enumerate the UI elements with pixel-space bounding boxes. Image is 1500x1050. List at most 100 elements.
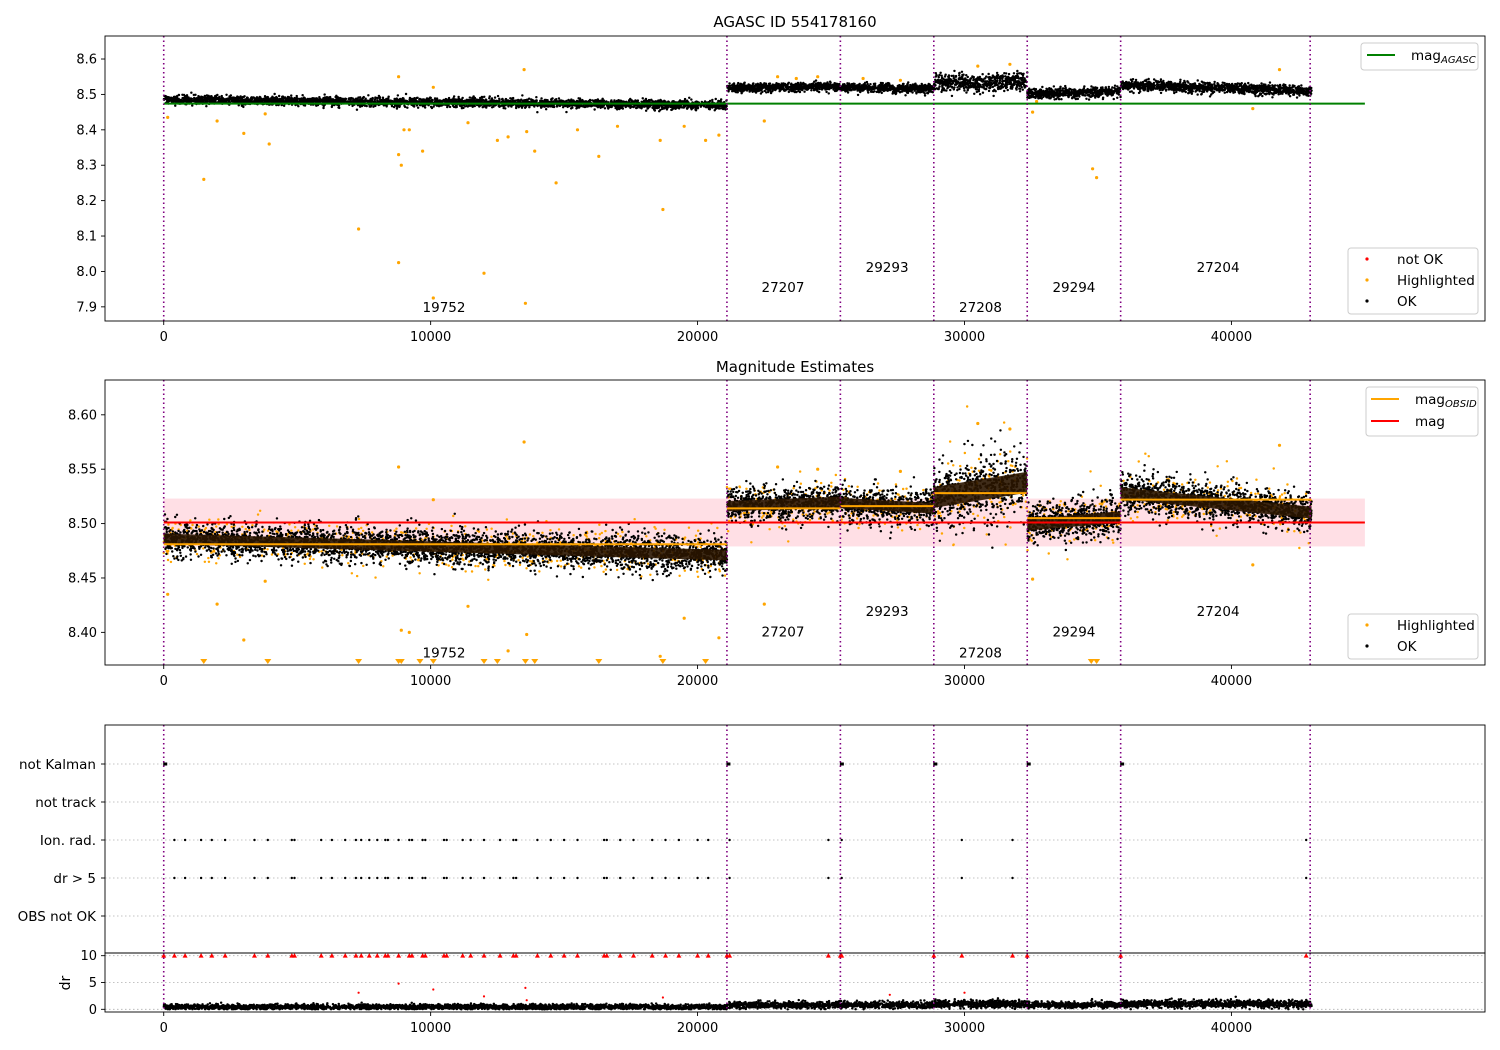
agasc-highlighted-point — [575, 128, 580, 132]
agasc-frame — [104, 35, 1486, 322]
agasc-reference-lines — [162, 36, 1365, 321]
dr-capped-marker — [182, 953, 188, 958]
agasc-ok-points — [725, 79, 842, 95]
dr-capped-marker — [396, 953, 402, 958]
ion-rad-marker — [445, 838, 448, 842]
dr-capped-marker — [837, 953, 843, 958]
ion-rad-marker — [461, 838, 464, 842]
dr-capped-marker — [209, 953, 215, 958]
dr-gt-5-marker — [421, 876, 424, 880]
agasc-highlighted-point — [682, 124, 686, 128]
flag-category-label: OBS not OK — [18, 909, 98, 925]
agasc-highlighted-point — [466, 121, 470, 125]
dr-gt-5-marker — [290, 876, 293, 880]
ion-rad-marker — [173, 838, 176, 842]
agasc-highlighted-point — [267, 142, 271, 146]
dr-capped-marker — [198, 953, 204, 958]
ion-rad-marker — [619, 838, 622, 842]
dr-gt-5-marker — [696, 876, 699, 880]
dr-capped-marker — [1303, 953, 1309, 958]
ion-rad-marker — [696, 838, 699, 842]
ion-rad-marker — [469, 838, 472, 842]
agasc-xtick-label: 0 — [160, 330, 168, 345]
agasc-highlighted-point — [506, 135, 510, 139]
estimate-ytick-label: 8.55 — [68, 463, 97, 478]
dr-panel: 0 10000 20000 30000 40000 0 5 10 dr — [58, 949, 1486, 1036]
dr-gt-5-marker — [482, 876, 486, 880]
dr-gt-5-marker — [728, 876, 731, 880]
ion-rad-marker — [320, 838, 323, 842]
estimate-xtick-label: 40000 — [1211, 674, 1252, 689]
dr-outlier-point — [661, 996, 665, 999]
below-range-marker — [416, 659, 424, 664]
estimate-xtick-label: 30000 — [944, 674, 985, 689]
agasc-highlighted-point — [431, 296, 435, 300]
below-range-marker — [200, 659, 208, 664]
dr-outlier-point — [482, 995, 486, 998]
ion-rad-marker — [397, 838, 400, 842]
estimate-core — [163, 533, 727, 561]
dr-outlier-point — [432, 988, 435, 991]
obsid-label: 27204 — [1197, 260, 1240, 276]
status-legend: not OK Highlighted OK — [1347, 247, 1479, 315]
dr-gt-5-marker — [512, 876, 515, 880]
dr-capped-marker — [265, 953, 271, 958]
obsid-label: 27208 — [959, 300, 1002, 316]
dr-capped-marker — [385, 953, 391, 958]
estimate-highlighted-point — [682, 616, 686, 620]
dr-axes: 0 10000 20000 30000 40000 0 5 10 — [80, 949, 1486, 1036]
highlight-legend-swatch — [1365, 644, 1369, 648]
estimate-highlighted-point — [1251, 563, 1255, 567]
dr-capped-marker — [825, 953, 831, 958]
below-range-marker — [521, 659, 529, 664]
dr-gt-5-marker — [330, 876, 334, 880]
dr-capped-marker — [422, 953, 428, 958]
dr-data-points — [161, 953, 1313, 1012]
dr-gt-5-marker — [360, 876, 363, 880]
agasc-highlighted-point — [242, 131, 246, 135]
dr-gt-5-marker — [549, 876, 552, 880]
dr-gt-5-marker — [266, 876, 269, 880]
obsid-label: 27207 — [762, 625, 805, 641]
ion-rad-marker — [290, 838, 293, 842]
agasc-highlighted-point — [1008, 62, 1012, 66]
dr-ok-points — [839, 999, 935, 1011]
dr-gt-5-marker — [602, 876, 606, 880]
ion-rad-marker — [632, 838, 635, 842]
dr-capped-marker — [604, 953, 610, 958]
estimate-ytick-label: 8.50 — [68, 517, 97, 532]
agasc-highlighted-point — [1031, 110, 1035, 114]
ion-rad-marker — [368, 838, 371, 842]
not-kalman-marker — [1120, 762, 1125, 766]
agasc-highlighted-point — [816, 75, 820, 79]
dr-gt-5-marker — [354, 876, 358, 880]
agasc-xtick-label: 20000 — [677, 330, 718, 345]
agasc-highlighted-point — [421, 149, 425, 153]
dr-gt-5-marker — [293, 876, 296, 880]
dr-capped-marker — [534, 953, 540, 958]
estimate-xtick-label: 20000 — [677, 674, 718, 689]
agasc-highlighted-point — [1277, 68, 1282, 72]
ion-rad-marker — [512, 838, 515, 842]
agasc-highlighted-point — [397, 261, 401, 265]
ion-rad-marker — [482, 838, 486, 842]
obsid-label: 19752 — [423, 300, 466, 316]
estimate-highlighted-point — [762, 602, 766, 606]
not-kalman-marker — [163, 762, 168, 766]
estimate-core — [933, 471, 1028, 508]
agasc-highlighted-point — [976, 64, 980, 68]
dr-gt-5-marker — [576, 876, 579, 880]
below-range-marker — [1087, 659, 1095, 664]
dr-outlier-point — [357, 991, 360, 994]
dr-gt-5-marker — [410, 876, 414, 880]
agasc-axes: 0 10000 20000 30000 40000 7.9 8.0 8.1 8.2 8.3 8.4 8… — [76, 35, 1486, 345]
dr-gt-5-marker — [677, 876, 681, 880]
agasc-highlighted-point — [166, 115, 170, 119]
dr-capped-marker — [292, 953, 298, 958]
dr-capped-marker — [959, 953, 965, 958]
ion-rad-marker — [421, 838, 424, 842]
below-range-marker — [264, 659, 272, 664]
dr-capped-marker — [548, 953, 554, 958]
dr-gt-5-marker — [651, 876, 654, 880]
ion-rad-marker — [386, 838, 390, 842]
